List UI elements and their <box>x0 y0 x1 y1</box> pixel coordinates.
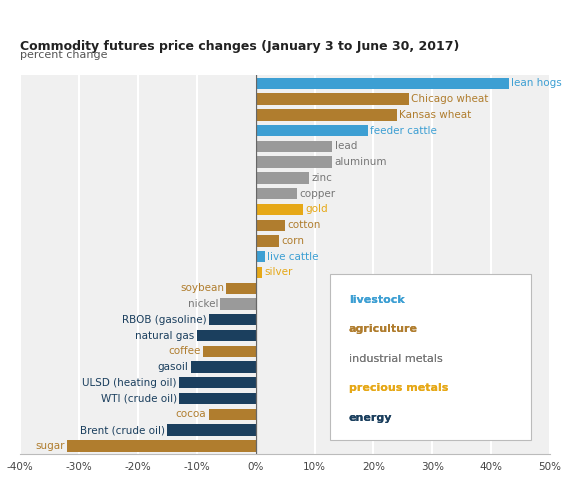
Bar <box>227 283 256 294</box>
Text: livestock: livestock <box>348 295 404 305</box>
Text: feeder cattle: feeder cattle <box>370 125 437 136</box>
Bar <box>67 440 256 452</box>
FancyBboxPatch shape <box>330 274 531 441</box>
Text: industrial metals: industrial metals <box>348 354 442 364</box>
Text: ULSD (heating oil): ULSD (heating oil) <box>82 378 177 388</box>
Text: copper: copper <box>299 189 335 199</box>
Text: precious metals: precious metals <box>348 383 448 393</box>
Bar <box>197 330 256 341</box>
Text: coffee: coffee <box>168 346 201 356</box>
Bar <box>256 93 409 105</box>
Bar <box>256 125 367 137</box>
Bar <box>256 157 332 168</box>
Text: agriculture: agriculture <box>348 324 417 334</box>
Text: nickel: nickel <box>187 299 218 309</box>
Text: RBOB (gasoline): RBOB (gasoline) <box>122 315 206 325</box>
Bar <box>167 424 256 436</box>
Bar <box>256 78 509 89</box>
Bar <box>191 361 256 373</box>
Text: energy: energy <box>348 413 392 423</box>
Bar <box>256 204 303 215</box>
Text: cotton: cotton <box>288 220 321 230</box>
Text: percent change: percent change <box>20 50 108 60</box>
Text: natural gas: natural gas <box>135 331 194 341</box>
Text: livestock: livestock <box>348 295 404 305</box>
Bar <box>209 409 256 420</box>
Bar <box>256 235 279 247</box>
Bar <box>179 393 256 404</box>
Text: aluminum: aluminum <box>335 157 387 167</box>
Bar <box>179 377 256 388</box>
Text: Chicago wheat: Chicago wheat <box>411 94 489 104</box>
Bar <box>256 172 309 183</box>
Text: zinc: zinc <box>311 173 332 183</box>
Text: lean hogs: lean hogs <box>511 79 562 88</box>
Text: precious metals: precious metals <box>348 383 448 393</box>
Bar <box>256 188 297 199</box>
Bar <box>256 267 262 278</box>
Bar <box>203 346 256 357</box>
Text: WTI (crude oil): WTI (crude oil) <box>101 394 177 404</box>
Text: soybean: soybean <box>180 283 224 293</box>
Text: gold: gold <box>305 205 328 215</box>
Text: live cattle: live cattle <box>267 252 319 262</box>
Text: sugar: sugar <box>36 441 65 451</box>
Text: silver: silver <box>264 267 292 277</box>
Text: lead: lead <box>335 141 357 151</box>
Bar <box>256 219 285 231</box>
Text: Brent (crude oil): Brent (crude oil) <box>80 425 165 435</box>
Bar <box>220 298 256 309</box>
Bar <box>209 314 256 325</box>
Text: corn: corn <box>282 236 305 246</box>
Text: agriculture: agriculture <box>348 324 417 334</box>
Bar <box>256 251 264 262</box>
Text: Kansas wheat: Kansas wheat <box>399 110 471 120</box>
Text: industrial metals: industrial metals <box>348 354 442 364</box>
Text: energy: energy <box>348 413 392 423</box>
Text: cocoa: cocoa <box>176 410 206 419</box>
Text: Commodity futures price changes (January 3 to June 30, 2017): Commodity futures price changes (January… <box>20 40 459 54</box>
Bar <box>256 109 397 121</box>
Bar <box>256 141 332 152</box>
Text: gasoil: gasoil <box>158 362 189 372</box>
